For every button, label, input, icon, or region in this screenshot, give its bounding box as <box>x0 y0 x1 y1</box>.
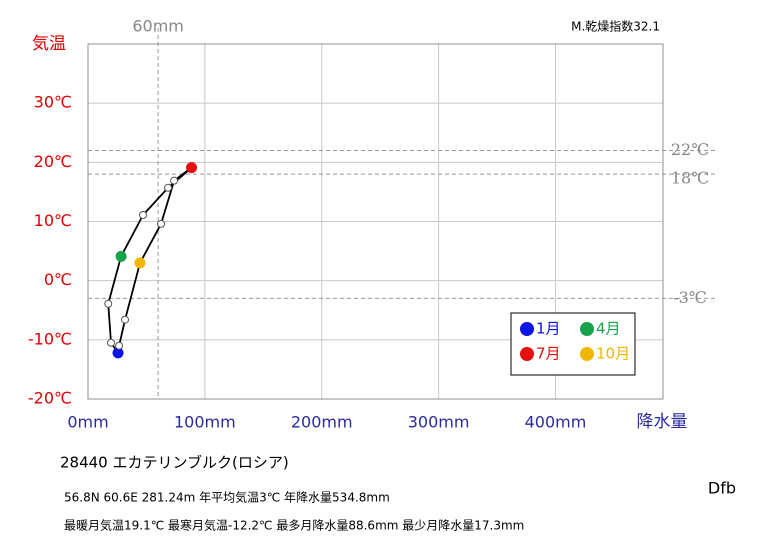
month-point <box>170 176 179 185</box>
month-point <box>134 257 146 269</box>
month-point <box>104 299 113 308</box>
y-tick-label: -20℃ <box>28 389 72 408</box>
station-title: 28440 エカテリンブルク(ロシア) <box>60 454 289 472</box>
x-tick-label: 100mm <box>174 413 236 432</box>
month-point <box>115 341 124 350</box>
reference-label: 60mm <box>132 17 184 36</box>
month-point <box>186 162 198 174</box>
y-tick-label: 30℃ <box>34 93 72 112</box>
month-point <box>121 315 130 324</box>
legend-marker <box>520 322 534 336</box>
legend-marker <box>520 347 534 361</box>
x-tick-label: 400mm <box>525 413 587 432</box>
legend-label: 4月 <box>596 320 621 338</box>
x-axis-label: 降水量 <box>637 412 688 432</box>
month-point <box>115 250 127 262</box>
month-point <box>107 338 116 347</box>
reference-label: 22℃ <box>671 140 709 159</box>
info-line: 56.8N 60.6E 281.24m 年平均気温3℃ 年降水量534.8mm <box>64 490 390 505</box>
legend-marker <box>580 322 594 336</box>
info-line: 最暖月気温19.1℃ 最寒月気温-12.2℃ 最多月降水量88.6mm 最少月降… <box>64 518 524 533</box>
legend-box <box>510 312 636 376</box>
y-tick-label: -10℃ <box>28 329 72 348</box>
koppen-class: Dfb <box>708 479 736 498</box>
plot-frame <box>87 43 664 400</box>
y-tick-label: 10℃ <box>34 211 72 230</box>
month-point <box>139 210 148 219</box>
aridity-index: M.乾燥指数32.1 <box>571 19 660 34</box>
x-tick-label: 200mm <box>291 413 353 432</box>
y-tick-label: 0℃ <box>44 270 72 289</box>
reference-label: -3℃ <box>673 288 706 307</box>
y-tick-label: 20℃ <box>34 152 72 171</box>
month-point <box>157 219 166 228</box>
y-axis-label: 気温 <box>32 34 66 54</box>
legend-label: 1月 <box>536 320 561 338</box>
legend-label: 7月 <box>536 345 561 363</box>
x-tick-label: 0mm <box>67 413 108 432</box>
month-point <box>164 183 173 192</box>
legend-marker <box>580 347 594 361</box>
reference-label: 18℃ <box>671 169 709 188</box>
legend-label: 10月 <box>596 345 630 363</box>
x-tick-label: 300mm <box>408 413 470 432</box>
